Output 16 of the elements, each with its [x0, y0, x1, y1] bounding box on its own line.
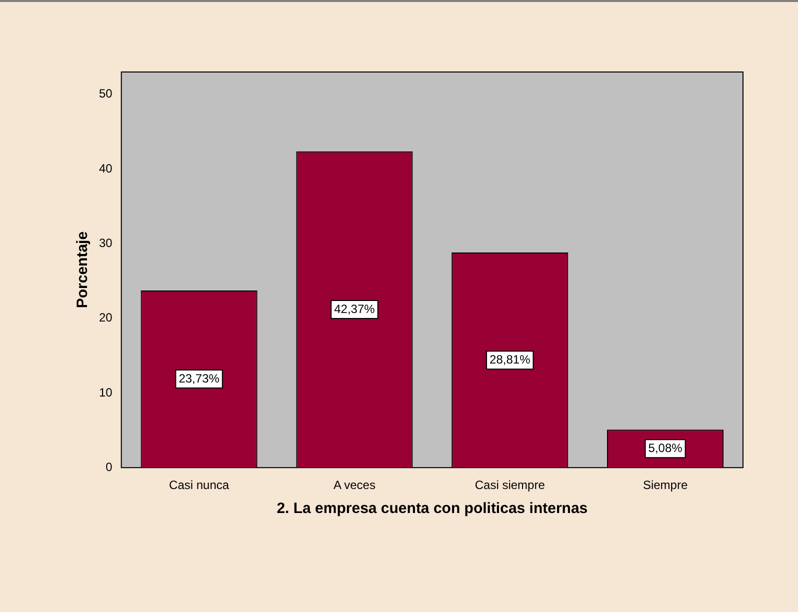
y-tick-label: 0: [106, 460, 113, 474]
data-label: 5,08%: [648, 440, 683, 455]
y-tick-label: 40: [98, 161, 113, 176]
y-tick-label: 50: [98, 86, 113, 101]
y-tick-label: 20: [98, 310, 113, 325]
data-label: 28,81%: [490, 352, 531, 366]
data-label: 23,73%: [178, 371, 220, 386]
x-tick-label: A veces: [333, 478, 376, 492]
x-tick-label: Casi nunca: [169, 478, 230, 492]
data-label: 42,37%: [334, 302, 376, 316]
x-tick-label: Siempre: [642, 478, 688, 492]
x-tick-label: Casi siempre: [474, 478, 546, 492]
x-axis-title: 2. La empresa cuenta con politicas internas: [276, 500, 588, 518]
y-axis-title: Porcentaje: [74, 231, 92, 308]
y-tick-label: 30: [98, 236, 113, 250]
y-tick-label: 10: [98, 385, 113, 400]
